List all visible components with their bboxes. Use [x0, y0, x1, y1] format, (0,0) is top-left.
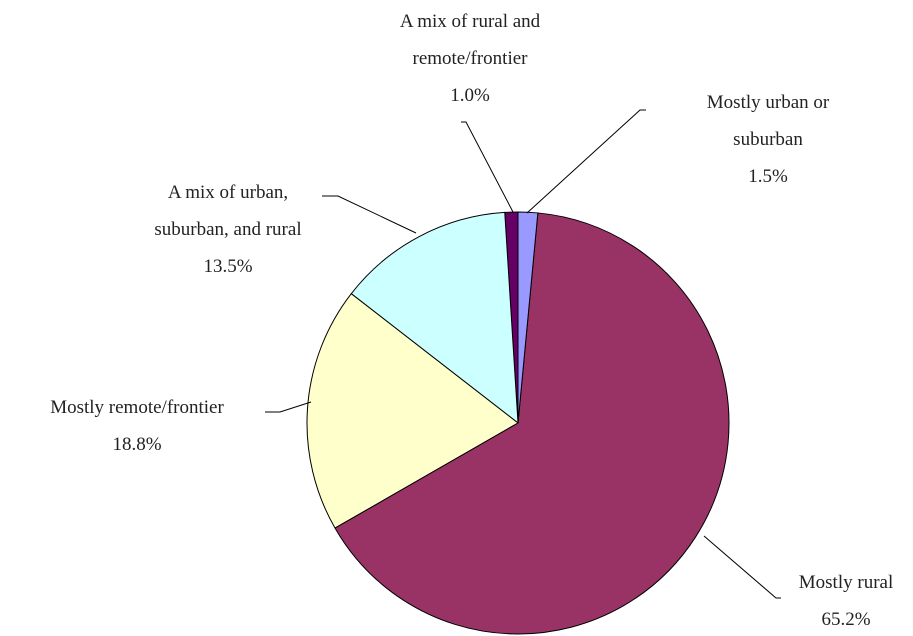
category-label: Mostly remote/frontier — [50, 397, 224, 418]
value-label: 1.5% — [748, 166, 788, 187]
slice-label: Mostly remote/frontier 18.8% — [50, 389, 224, 463]
leader-line — [703, 535, 781, 599]
leader-line — [265, 401, 312, 413]
leader-line — [322, 195, 417, 234]
category-label: Mostly urban or suburban — [706, 92, 830, 150]
pie-slice — [306, 292, 519, 529]
leader-line — [526, 109, 646, 214]
value-label: 18.8% — [112, 434, 162, 455]
category-label: A mix of rural and remote/frontier — [399, 11, 541, 69]
category-label: A mix of urban, suburban, and rural — [154, 182, 302, 240]
slice-label: A mix of urban, suburban, and rural 13.5% — [154, 174, 301, 285]
value-label: 1.0% — [450, 85, 490, 106]
pie-slice — [334, 212, 730, 635]
value-label: 13.5% — [203, 256, 253, 277]
slice-label: A mix of rural and remote/frontier 1.0% — [400, 3, 540, 114]
slice-label: Mostly rural 65.2% — [799, 564, 893, 636]
leader-line — [461, 121, 514, 213]
value-label: 65.2% — [821, 609, 871, 630]
pie-slice — [350, 211, 519, 425]
leader-lines — [265, 109, 781, 599]
category-label: Mostly rural — [798, 572, 894, 593]
slice-label: Mostly urban or suburban 1.5% — [707, 84, 829, 195]
